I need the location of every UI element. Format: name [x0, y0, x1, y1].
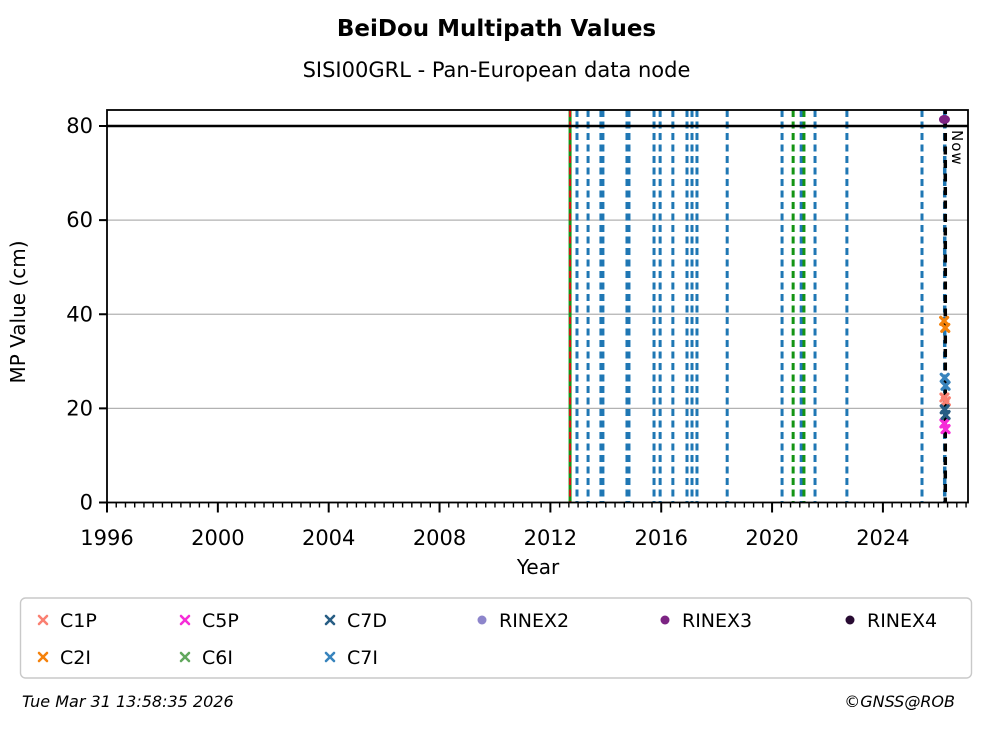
y-tick-label: 40	[66, 302, 93, 326]
y-tick-label: 60	[66, 208, 93, 232]
y-axis-label: MP Value (cm)	[6, 240, 30, 384]
legend-marker-rinex4-icon	[845, 615, 855, 625]
data-point	[938, 114, 950, 124]
x-tick-label: 2024	[856, 526, 909, 550]
legend-label-c6i: C6I	[202, 647, 233, 669]
legend-box	[19, 597, 973, 679]
x-axis-label: Year	[516, 555, 560, 579]
legend-label-rinex4: RINEX4	[867, 610, 937, 632]
data-point	[940, 396, 951, 407]
legend-label-c5p: C5P	[202, 610, 239, 632]
legend-marker-c7i-icon	[324, 651, 336, 663]
data-point	[940, 409, 951, 421]
x-tick-label: 2012	[524, 526, 577, 550]
legend-marker-c1p-icon	[37, 614, 49, 626]
legend-marker-rinex3-icon	[660, 615, 670, 625]
copyright-credit: ©GNSS@ROB	[844, 692, 955, 711]
y-tick-label: 20	[66, 396, 93, 420]
legend-marker-rinex2-icon	[477, 615, 487, 625]
data-point	[940, 423, 951, 435]
y-tick-label: 80	[66, 114, 93, 138]
x-tick-label: 2020	[745, 526, 798, 550]
data-point	[940, 380, 951, 391]
legend-label-rinex2: RINEX2	[499, 610, 569, 632]
y-tick-label: 0	[80, 491, 93, 515]
legend-marker-c6i-icon	[179, 651, 191, 663]
x-tick-label: 2016	[635, 526, 688, 550]
legend-label-c7i: C7I	[347, 647, 378, 669]
plot-timestamp: Tue Mar 31 13:58:35 2026	[22, 692, 234, 711]
x-tick-label: 2008	[413, 526, 466, 550]
now-annotation: Now	[948, 130, 966, 166]
legend-marker-c2i-icon	[37, 651, 49, 663]
legend-label-rinex3: RINEX3	[682, 610, 752, 632]
chart-subtitle: SISI00GRL - Pan-European data node	[302, 58, 691, 82]
chart-title: BeiDou Multipath Values	[336, 16, 657, 42]
legend-label-c2i: C2I	[60, 647, 91, 669]
legend-marker-c7d-icon	[324, 614, 336, 626]
plot-border	[106, 109, 969, 504]
x-tick-label: 2000	[191, 526, 244, 550]
legend-marker-c5p-icon	[179, 614, 191, 626]
legend-label-c1p: C1P	[60, 610, 97, 632]
data-point	[940, 322, 951, 333]
legend-label-c7d: C7D	[347, 610, 387, 632]
data-point	[939, 372, 950, 383]
x-tick-label: 2004	[302, 526, 355, 550]
x-tick-label: 1996	[80, 526, 133, 550]
